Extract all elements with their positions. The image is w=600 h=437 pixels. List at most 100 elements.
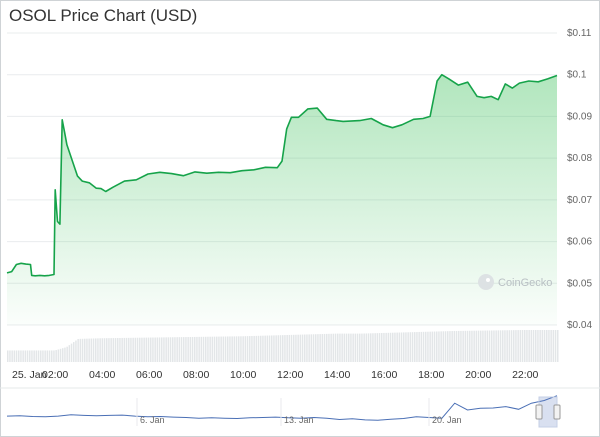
volume-bar — [473, 330, 475, 362]
volume-bar — [238, 336, 240, 362]
x-tick-label: 08:00 — [183, 369, 209, 381]
volume-bar — [64, 347, 66, 362]
volume-bar — [62, 348, 64, 362]
volume-bar — [251, 336, 253, 362]
volume-bar — [466, 330, 469, 362]
volume-bar — [284, 335, 286, 362]
volume-bar — [363, 333, 365, 362]
volume-bar — [537, 329, 539, 362]
volume-bar — [546, 329, 548, 362]
volume-bar — [293, 334, 295, 362]
volume-bar — [462, 330, 464, 362]
volume-bar — [431, 331, 434, 362]
volume-bar — [394, 332, 396, 362]
volume-bar — [209, 336, 211, 362]
volume-bar — [213, 336, 216, 362]
volume-bar — [101, 338, 104, 362]
volume-bar — [354, 333, 357, 362]
volume-bar — [491, 330, 493, 362]
volume-bar — [420, 331, 423, 362]
volume-bar — [130, 337, 132, 362]
volume-bar — [458, 330, 460, 362]
navigator-tick-label: 13. Jan — [284, 415, 314, 425]
y-tick-label: $0.09 — [567, 111, 592, 122]
volume-bar — [268, 335, 271, 362]
volume-bar — [517, 330, 519, 362]
volume-bar — [132, 337, 134, 362]
volume-bar — [352, 333, 354, 362]
volume-bar — [207, 336, 209, 362]
volume-bar — [200, 336, 203, 362]
volume-bar — [174, 337, 176, 362]
volume-bar — [361, 333, 363, 362]
volume-bar — [48, 350, 51, 362]
volume-bar — [398, 332, 401, 362]
volume-bar — [154, 337, 156, 362]
volume-bar — [125, 337, 128, 362]
volume-bar — [475, 330, 478, 362]
volume-bar — [35, 350, 38, 362]
navigator-left-handle[interactable] — [535, 404, 543, 420]
volume-bar — [449, 331, 451, 362]
volume-bar — [343, 333, 346, 362]
volume-bar — [255, 335, 258, 362]
volume-bar — [532, 329, 535, 362]
volume-bar — [385, 332, 387, 362]
volume-bar — [81, 338, 84, 362]
volume-bar — [334, 333, 337, 362]
volume-bar — [51, 350, 53, 362]
volume-bar — [196, 336, 198, 362]
watermark-text: CoinGecko — [498, 277, 552, 289]
volume-bar — [95, 338, 97, 362]
volume-bar — [499, 330, 502, 362]
volume-bar — [312, 334, 315, 362]
volume-bar — [106, 338, 108, 362]
volume-bar — [73, 342, 75, 362]
volume-bar — [68, 345, 71, 362]
volume-bar — [158, 337, 161, 362]
volume-bar — [77, 338, 79, 362]
coingecko-logo-eye — [486, 278, 490, 282]
volume-bar — [376, 333, 379, 362]
volume-bar — [112, 338, 115, 362]
volume-bar — [477, 330, 480, 362]
volume-bar — [9, 350, 11, 362]
volume-bar — [37, 350, 40, 362]
volume-bar — [526, 329, 528, 362]
navigator-right-handle[interactable] — [553, 404, 561, 420]
volume-bar — [216, 336, 218, 362]
volume-bar — [438, 331, 440, 362]
volume-bar — [46, 350, 49, 362]
volume-bar — [18, 350, 20, 362]
volume-bar — [323, 333, 326, 362]
volume-bar — [97, 338, 99, 362]
volume-bar — [178, 337, 181, 362]
price-area — [7, 74, 557, 325]
volume-bar — [189, 336, 192, 362]
volume-bar — [519, 330, 522, 362]
volume-bar — [367, 333, 370, 362]
volume-bar — [205, 336, 207, 362]
volume-bar — [99, 338, 101, 362]
volume-bar — [123, 337, 126, 362]
volume-bar — [233, 336, 236, 362]
volume-bar — [103, 338, 106, 362]
volume-bar — [550, 329, 552, 362]
chart-title: OSOL Price Chart (USD) — [9, 6, 198, 25]
volume-bar — [134, 337, 137, 362]
volume-bar — [422, 331, 425, 362]
volume-bar — [165, 337, 167, 362]
volume-bar — [218, 336, 220, 362]
volume-bar — [275, 335, 277, 362]
price-line[interactable] — [6, 73, 558, 277]
volume-bar — [290, 334, 293, 362]
volume-bar — [161, 337, 163, 362]
volume-bar — [442, 331, 445, 362]
x-tick-label: 04:00 — [89, 369, 115, 381]
volume-bar — [372, 333, 374, 362]
volume-bar — [493, 330, 495, 362]
volume-bar — [400, 332, 403, 362]
volume-bar — [510, 330, 513, 362]
y-tick-label: $0.07 — [567, 195, 592, 206]
